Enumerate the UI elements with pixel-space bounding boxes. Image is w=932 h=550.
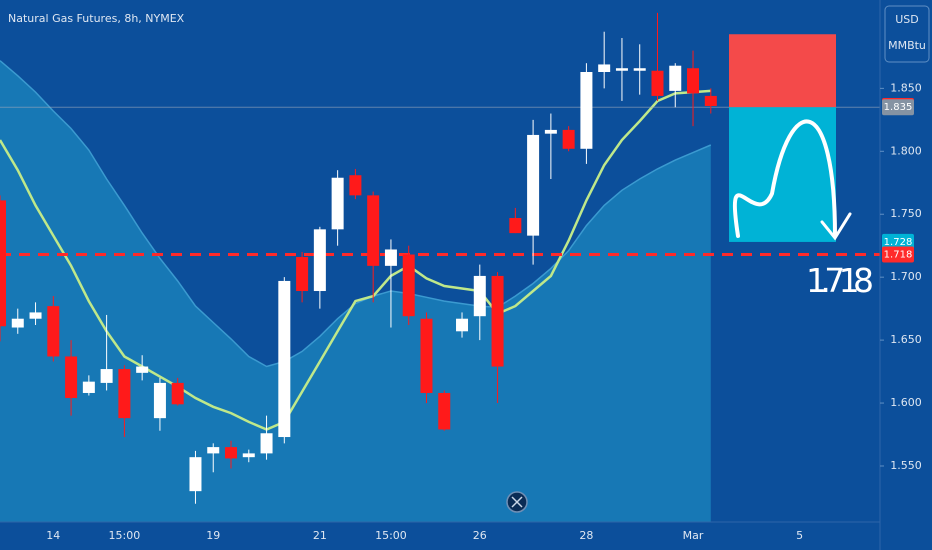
y-tick-label: 1.600 <box>890 396 922 409</box>
currency-label: USD <box>895 13 919 26</box>
chart-title: Natural Gas Futures, 8h, NYMEX <box>8 12 185 25</box>
x-tick-label: 15:00 <box>109 529 141 542</box>
candle-body <box>82 381 95 393</box>
candle-body <box>687 68 700 94</box>
forecast-arrowhead <box>820 212 852 241</box>
candle-body <box>509 218 522 234</box>
candle-body <box>29 312 42 319</box>
candle-body <box>438 392 451 430</box>
target-tag: 1.728 <box>884 237 913 248</box>
candle-body <box>633 68 646 71</box>
candle-body <box>278 280 291 438</box>
x-tick-label: 5 <box>796 529 803 542</box>
band-area <box>0 60 711 522</box>
level-tag: 1.718 <box>884 250 913 261</box>
forecast-arrow <box>732 119 837 238</box>
y-tick-label: 1.750 <box>890 207 922 220</box>
candle-body <box>544 129 557 134</box>
candle-body <box>402 254 415 317</box>
x-tick-label: 21 <box>313 529 327 542</box>
x-tick-label: 28 <box>579 529 593 542</box>
candle-body <box>349 175 362 196</box>
candle-body <box>704 95 717 106</box>
candle-body <box>580 72 593 149</box>
y-tick-label: 1.550 <box>890 459 922 472</box>
moving-average <box>0 89 711 431</box>
candle-body <box>65 356 78 399</box>
candle-body <box>598 64 611 72</box>
y-tick-label: 1.650 <box>890 333 922 346</box>
target-tag-bg <box>882 233 914 250</box>
axes: 14 15:00 19 21 15:00 26 28 Mar 5 1.550 1.600 1.650 1… <box>46 81 921 542</box>
candle-body <box>11 318 24 328</box>
candle-body <box>313 229 326 292</box>
plot-area <box>0 12 880 522</box>
candle-body <box>331 177 344 230</box>
candle-body <box>47 306 60 357</box>
candle-body <box>0 200 6 327</box>
candle-body <box>491 275 504 367</box>
candle-body <box>367 195 380 266</box>
y-tick-label: 1.800 <box>890 144 922 157</box>
candle-body <box>456 318 469 332</box>
candle-body <box>473 275 486 317</box>
candle-body <box>615 68 628 71</box>
candle-body <box>153 382 166 419</box>
replay-icon-glyph <box>511 496 523 508</box>
y-tick-label: 1.850 <box>890 81 922 94</box>
y-tick-label: 1.700 <box>890 270 922 283</box>
entry-tag-bg <box>882 99 914 116</box>
unit-label: MMBtu <box>888 39 926 52</box>
candle-body <box>527 134 540 236</box>
candle-body <box>136 366 149 373</box>
x-tick-label: 15:00 <box>375 529 407 542</box>
candle-body <box>189 457 202 492</box>
x-tick-label: 19 <box>206 529 220 542</box>
target-zone[interactable] <box>729 107 836 242</box>
entry-tag: 1.835 <box>884 102 913 113</box>
candle-body <box>242 453 255 458</box>
candle-body <box>207 447 220 454</box>
band-edge <box>0 60 712 368</box>
candle-body <box>562 129 575 149</box>
candle-body <box>171 382 184 405</box>
candle-body <box>118 369 131 419</box>
level-tag-bg <box>882 246 914 263</box>
candle-body <box>651 70 664 96</box>
level-annotation: 1.718 <box>806 261 874 300</box>
x-tick-label: 14 <box>46 529 60 542</box>
candle-body <box>420 318 433 393</box>
stop-zone[interactable] <box>729 34 836 108</box>
unit-box[interactable] <box>884 5 930 63</box>
x-tick-label: Mar <box>683 529 704 542</box>
candle-body <box>225 447 238 459</box>
candle-body <box>260 433 273 454</box>
candle-body <box>296 257 309 292</box>
candle-body <box>100 369 113 383</box>
x-tick-label: 26 <box>473 529 487 542</box>
candle-body <box>669 65 682 91</box>
candle-body <box>384 249 397 266</box>
